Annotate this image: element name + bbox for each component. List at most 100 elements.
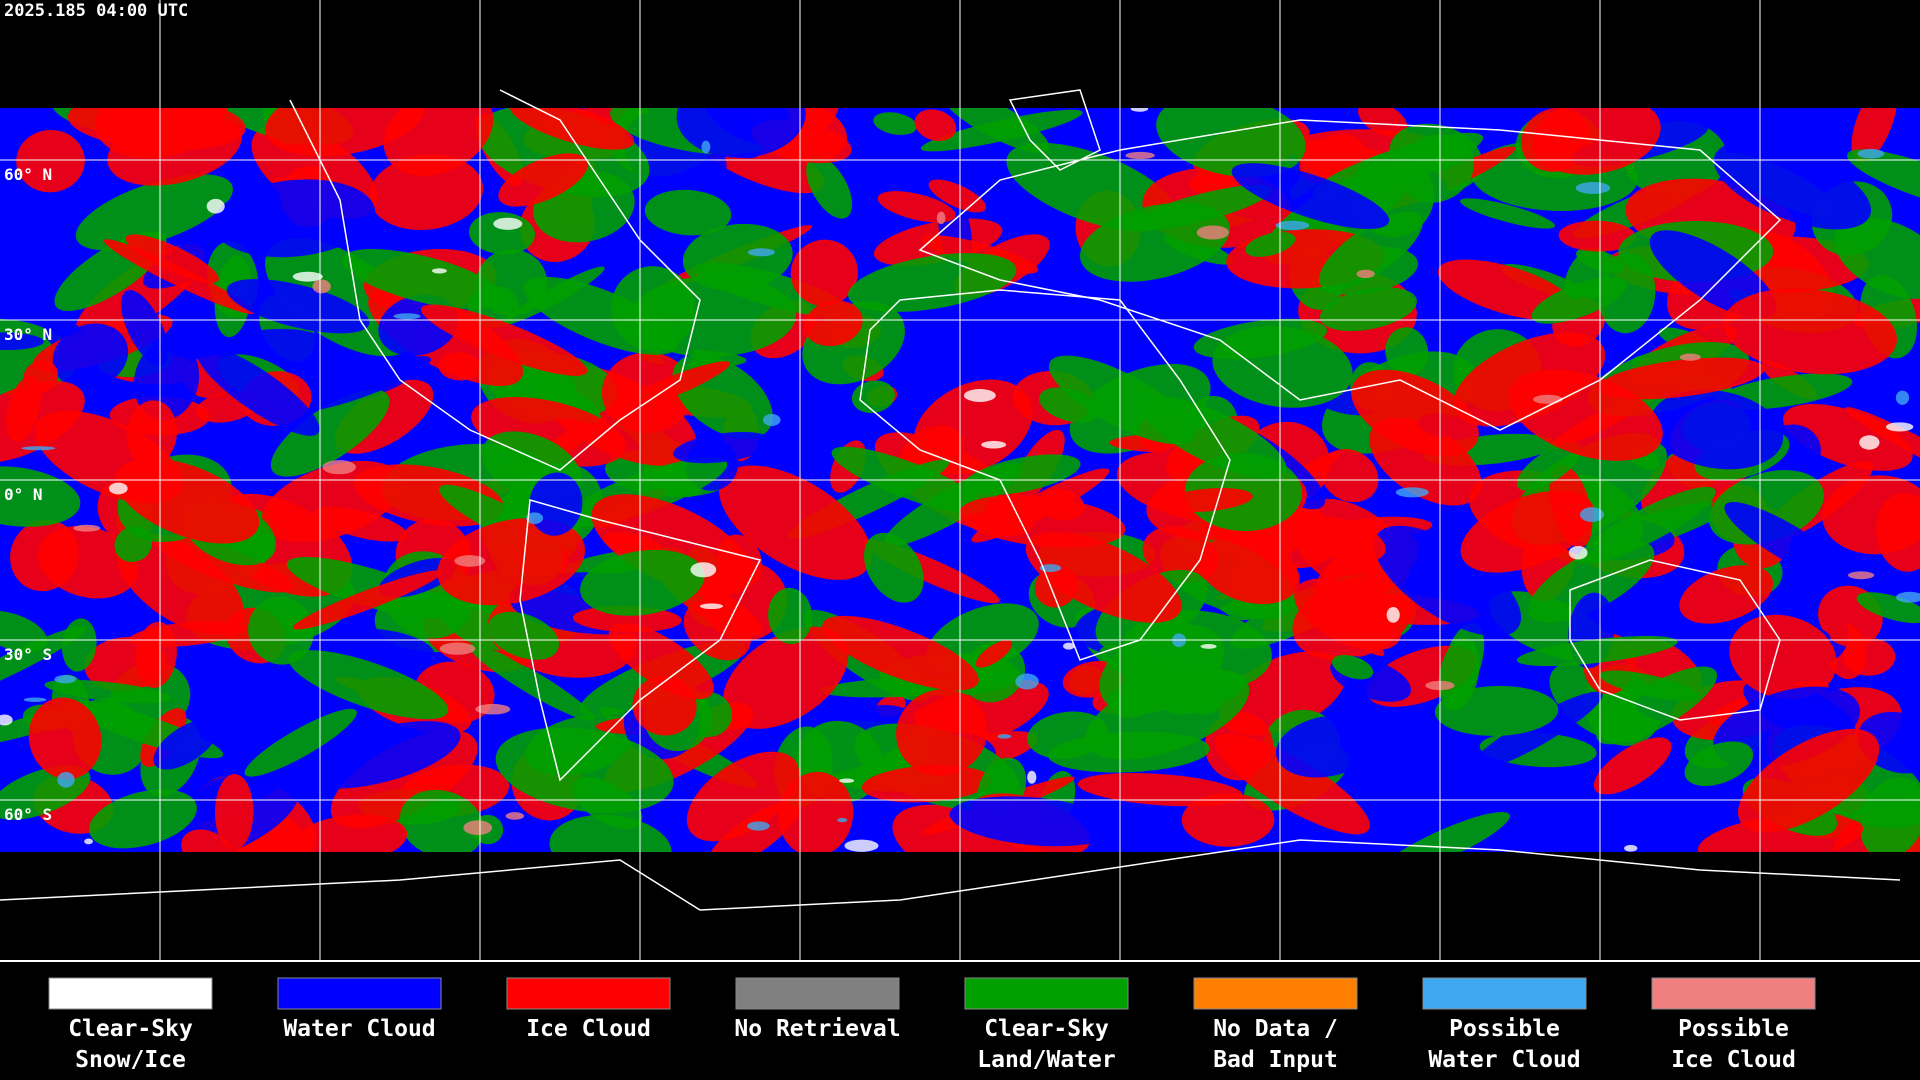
cloud-patch: [1684, 741, 1754, 787]
cloud-patch: [16, 129, 85, 193]
cloud-patch: [580, 549, 705, 616]
cloud-patch: [861, 765, 992, 803]
speckle-patch: [1859, 435, 1880, 450]
speckle-patch: [1885, 422, 1914, 432]
cloud-patch: [1181, 793, 1275, 847]
cloud-patch: [1397, 134, 1474, 203]
legend-swatch: [964, 977, 1129, 1010]
cloud-patch: [963, 454, 1081, 496]
cloud-patch: [939, 108, 1050, 153]
cloud-patch: [1320, 449, 1379, 503]
speckle-patch: [1533, 394, 1563, 404]
speckle-patch: [747, 248, 776, 257]
cloud-patch: [806, 155, 853, 219]
cloud-patch: [121, 289, 169, 366]
speckle-patch: [1200, 644, 1217, 649]
legend-swatch: [506, 977, 671, 1010]
speckle-patch: [206, 198, 225, 214]
cloud-patch: [115, 532, 245, 635]
cloud-patch: [1077, 773, 1243, 807]
cloud-patch: [103, 239, 255, 315]
cloud-patch: [1142, 526, 1219, 583]
speckle-patch: [1039, 564, 1062, 572]
speckle-patch: [1125, 151, 1155, 160]
cloud-patch: [1214, 733, 1370, 835]
cloud-patch: [0, 332, 44, 351]
latitude-label: 60° N: [4, 165, 52, 184]
cloud-patch: [673, 431, 773, 464]
cloud-patch: [314, 506, 408, 542]
legend-label: Ice Cloud: [526, 1016, 651, 1042]
legend-label: Possible: [1449, 1016, 1560, 1042]
speckle-patch: [505, 812, 525, 820]
cloud-patch: [421, 304, 588, 376]
cloud-patch: [1131, 184, 1273, 231]
speckle-patch: [23, 697, 47, 702]
legend-divider: [0, 960, 1920, 962]
cloud-patch: [778, 771, 854, 852]
speckle-patch: [1896, 591, 1920, 603]
cloud-patch: [1856, 592, 1920, 624]
cloud-patch: [1468, 691, 1603, 773]
cloud-patch: [1351, 369, 1479, 457]
legend-swatch: [1193, 977, 1358, 1010]
speckle-patch: [762, 414, 781, 426]
legend-label: Bad Input: [1213, 1047, 1338, 1073]
speckle-patch: [701, 140, 711, 154]
speckle-patch: [981, 440, 1007, 449]
cloud-patch: [1822, 475, 1920, 555]
speckle-patch: [463, 820, 493, 836]
latitude-label: 30° N: [4, 325, 52, 344]
cloud-patch: [1558, 220, 1637, 252]
cloud-patch: [495, 727, 674, 814]
latitude-label: 60° S: [4, 805, 52, 824]
legend-swatch: [1651, 977, 1816, 1010]
speckle-patch: [292, 271, 323, 282]
cloud-patch: [896, 689, 988, 776]
cloud-patch: [214, 773, 254, 851]
speckle-patch: [1847, 571, 1875, 580]
cloud-patch: [88, 789, 197, 849]
cloud-patch: [0, 380, 85, 463]
cloud-patch: [1047, 731, 1210, 773]
cloud-patch: [914, 109, 957, 141]
cloud-patch: [958, 495, 1126, 548]
speckle-patch: [1027, 770, 1037, 784]
cloud-patch: [1385, 327, 1429, 377]
cloud-patch: [706, 800, 800, 852]
cloud-patch: [1649, 230, 1777, 319]
cloud-patch: [399, 789, 485, 852]
speckle-patch: [312, 279, 331, 294]
speckle-patch: [526, 512, 544, 524]
speckle-patch: [475, 703, 511, 715]
cloud-patch: [851, 380, 895, 414]
cloud-patch: [549, 814, 672, 852]
cloud-patch: [1724, 502, 1848, 581]
cloud-patch: [125, 234, 219, 283]
speckle-patch: [1386, 607, 1400, 623]
cloud-patch: [822, 615, 979, 691]
cloud-patch: [1597, 357, 1765, 400]
cloud-patch: [676, 108, 806, 158]
cloud-patch: [1729, 614, 1837, 700]
cloud-patch: [873, 112, 918, 135]
latitude-label: 0° N: [4, 485, 43, 504]
legend-label: No Retrieval: [734, 1016, 900, 1042]
cloud-patch: [686, 751, 800, 842]
cloud-patch: [196, 345, 320, 436]
speckle-patch: [1624, 844, 1638, 852]
speckle-patch: [747, 821, 770, 831]
speckle-patch: [936, 211, 946, 225]
speckle-patch: [57, 771, 75, 788]
cloud-patch: [1358, 108, 1408, 138]
cloud-patch: [1516, 442, 1582, 491]
cloud-patch: [1737, 728, 1880, 833]
cloud-patch: [632, 675, 697, 736]
cloud-patch: [0, 466, 81, 527]
cloud-patch: [608, 623, 714, 700]
cloud-patch: [1198, 536, 1300, 605]
cloud-patch: [1318, 211, 1423, 291]
legend-label: Ice Cloud: [1671, 1047, 1796, 1073]
legend-swatch: [1422, 977, 1587, 1010]
